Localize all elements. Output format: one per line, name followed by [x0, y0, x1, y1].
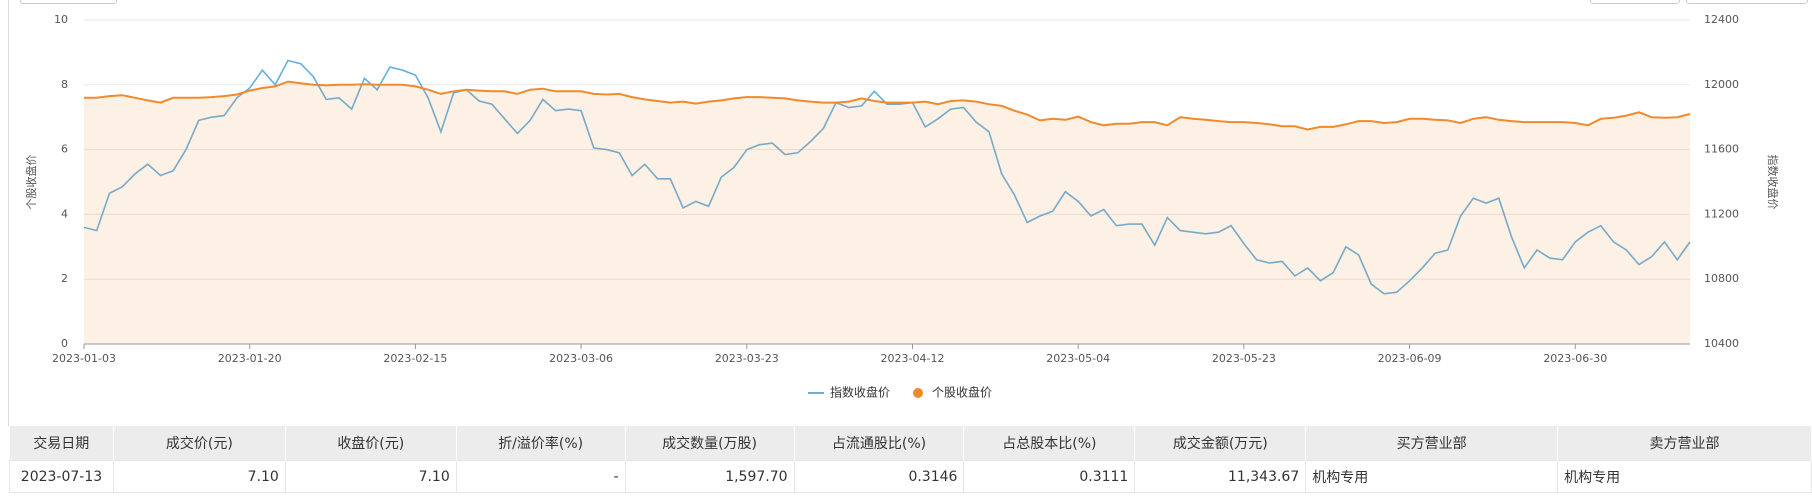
legend-icon — [913, 388, 924, 398]
header-cell: 折/溢价率(%) — [456, 426, 626, 461]
x-tick-label: 2023-04-12 — [881, 352, 945, 365]
legend-label: 个股收盘价 — [932, 385, 992, 400]
y2-tick-label: 10400 — [1704, 337, 1739, 350]
top-button[interactable] — [20, 0, 117, 4]
y-tick-label: 2 — [61, 272, 68, 285]
header-cell: 买方营业部 — [1305, 426, 1559, 461]
data-cell: 2023-07-13 — [9, 460, 114, 493]
y-tick-label: 8 — [61, 78, 68, 91]
data-cell: 11,343.67 — [1134, 460, 1307, 493]
x-tick-label: 2023-01-20 — [218, 352, 282, 365]
data-cell: 1,597.70 — [624, 460, 795, 493]
header-cell: 成交价(元) — [113, 426, 286, 461]
left-border — [8, 0, 9, 426]
y2-tick-label: 12400 — [1704, 13, 1739, 26]
x-tick-label: 2023-03-06 — [549, 352, 613, 365]
top-button[interactable] — [1590, 0, 1680, 4]
y-tick-label: 0 — [61, 337, 68, 350]
header-cell: 卖方营业部 — [1557, 426, 1812, 461]
chart: 个股收盘价 指数收盘价 0 2 4 6 8 10 10400 10800 11200 11600 1… — [24, 13, 1780, 400]
y-tick-label: 6 — [61, 143, 68, 156]
data-cell: 0.3111 — [963, 460, 1136, 493]
header-cell: 交易日期 — [9, 426, 114, 461]
data-cell: 机构专用 — [1557, 460, 1812, 493]
trade-table: 交易日期 成交价(元) 收盘价(元) 折/溢价率(%) 成交数量(万股) 占流通股比(%)… — [9, 426, 1812, 493]
header-cell: 占总股本比(%) — [963, 426, 1136, 461]
x-tick-label: 2023-03-23 — [715, 352, 779, 365]
data-cell: 7.10 — [112, 460, 286, 493]
x-tick-label: 2023-06-30 — [1543, 352, 1607, 365]
series-line — [84, 80, 1691, 131]
data-cell: 机构专用 — [1305, 460, 1559, 493]
header-cell: 成交金额(万元) — [1134, 426, 1307, 461]
y-axis-title: 个股收盘价 — [24, 155, 38, 210]
header-cell: 成交数量(万股) — [625, 426, 795, 461]
y2-tick-label: 11600 — [1704, 143, 1739, 156]
legend-label: 指数收盘价 — [830, 385, 890, 400]
data-cell: - — [455, 460, 626, 493]
y-tick-label: 4 — [61, 207, 68, 220]
x-tick-label: 2023-01-03 — [52, 352, 116, 365]
series-line — [83, 59, 1691, 295]
data-row: 2023-07-13 7.10 7.10-1,597.70 0.3146 0.3111 1… — [9, 460, 1812, 493]
area-fill — [84, 81, 1690, 344]
data-cell: 0.3146 — [793, 460, 965, 493]
header-cell: 收盘价(元) — [285, 426, 457, 461]
data-cell: 7.10 — [284, 460, 457, 493]
y2-tick-label: 10800 — [1704, 272, 1739, 285]
header-row: 交易日期 成交价(元) 收盘价(元) 折/溢价率(%) 成交数量(万股) 占流通股比(%)… — [9, 426, 1812, 461]
x-tick-label: 2023-05-23 — [1212, 352, 1276, 365]
y2-tick-label: 11200 — [1704, 207, 1739, 220]
top-button[interactable] — [1686, 0, 1808, 4]
header-cell: 占流通股比(%) — [794, 426, 965, 461]
y2-tick-label: 12000 — [1704, 78, 1739, 91]
x-tick-label: 2023-02-15 — [383, 352, 447, 365]
x-tick-label: 2023-05-04 — [1046, 352, 1110, 365]
x-tick-label: 2023-06-09 — [1378, 352, 1442, 365]
y2-axis-title: 指数收盘价 — [1766, 155, 1780, 210]
y-tick-label: 10 — [54, 13, 68, 26]
